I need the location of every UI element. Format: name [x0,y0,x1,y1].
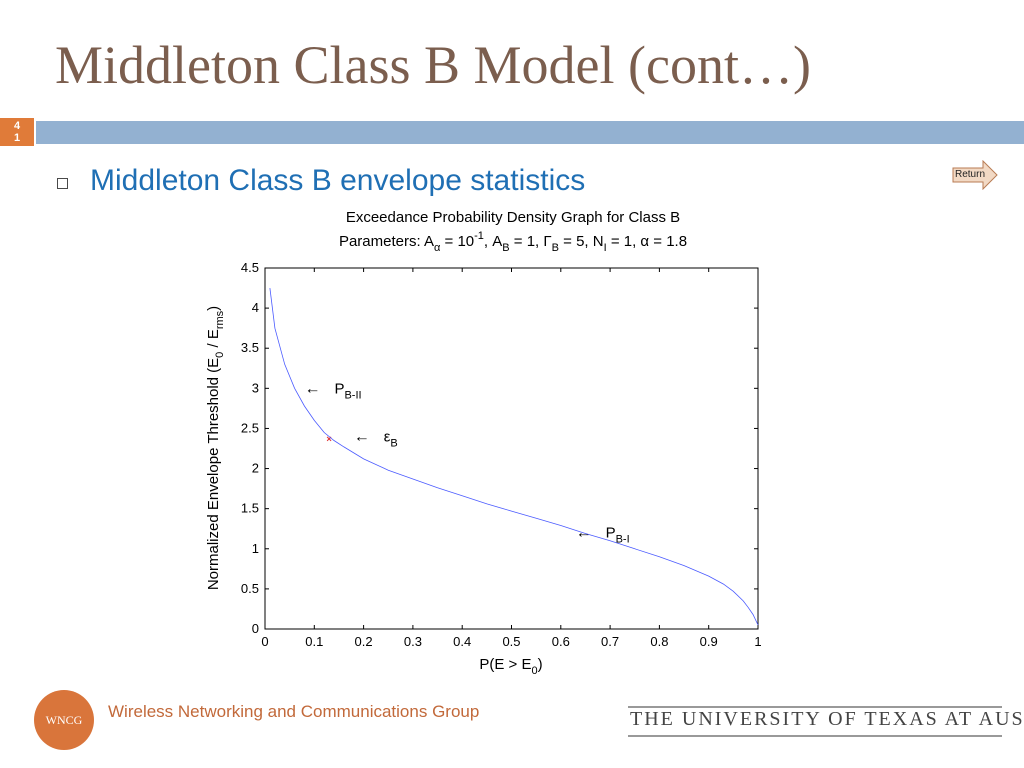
bullet-text: Middleton Class B envelope statistics [90,164,586,197]
y-axis-label-sub0: 0 [214,352,226,358]
subtitle-mid3: = 5, N [559,233,604,250]
footer-divider-bottom [628,735,1002,737]
slide-number: 4 1 [0,118,34,146]
x-tick-label: 0.3 [404,634,422,649]
x-tick-label: 0.1 [305,634,323,649]
subtitle-eq1: = 10 [440,233,474,250]
x-tick-label: 1 [754,634,761,649]
return-button[interactable]: Return [950,159,1000,191]
annotations: ← PB-II← εB← PB-I [304,380,629,545]
subtitle-gb-sub: B [552,242,559,254]
annotation-label-sub: B [390,437,397,449]
x-axis-label-main: P(E > E [479,656,531,673]
annotation-arrow-icon: ← [354,428,370,445]
annotation-label: PB-II [334,380,361,401]
plot-frame [264,267,759,630]
x-axis-label: P(E > E0) [479,656,542,677]
y-tick-label: 2.5 [241,420,259,435]
chart-subtitle: Parameters: Aα = 10-1, AB = 1, ΓB = 5, N… [339,230,687,254]
x-tick-label: 0.2 [355,634,373,649]
y-axis-label-tail: ) [205,306,222,311]
footer-divider-top [628,706,1002,708]
chart-svg: Exceedance Probability Density Graph for… [205,209,762,677]
x-tick-label: 0.8 [650,634,668,649]
x-axis-label-tail: ) [538,656,543,673]
y-axis-label-sub1: rms [214,310,226,329]
y-tick-label: 3 [252,380,259,395]
logo-text: WNCG [45,713,83,727]
x-tick-label: 0.7 [601,634,619,649]
chart-title: Exceedance Probability Density Graph for… [346,209,680,226]
y-tick-label: 4.5 [241,260,259,275]
subtitle-mid1: , A [484,233,502,250]
subtitle-alpha-sub: α [434,242,441,254]
chart: Exceedance Probability Density Graph for… [195,200,795,690]
x-tick-label: 0.5 [502,634,520,649]
subtitle-exp: -1 [474,230,484,242]
y-tick-label: 1 [252,541,259,556]
y-tick-label: 2 [252,461,259,476]
annotation-label-sub: B-I [616,534,630,546]
x-tick-label: 0 [261,634,268,649]
x-tick-label: 0.4 [453,634,471,649]
subtitle-b-sub: B [502,242,509,254]
return-label: Return [955,169,986,180]
y-tick-label: 4 [252,300,259,315]
y-tick-label: 1.5 [241,501,259,516]
subtitle-prefix: Parameters: A [339,233,434,250]
y-axis-label-mid: / E [205,329,222,352]
subtitle-i-sub: I [604,242,607,254]
y-tick-label: 0.5 [241,581,259,596]
university-name: THE UNIVERSITY OF TEXAS AT AUSTIN [630,708,1024,730]
annotation-arrow-icon: ← [304,380,320,397]
y-tick-label: 3.5 [241,340,259,355]
y-axis-label: Normalized Envelope Threshold (E0 / Erms… [205,306,226,590]
slide-title: Middleton Class B Model (cont…) [55,35,811,95]
bullet-square-icon [57,178,68,189]
y-axis-label-main: Normalized Envelope Threshold (E [205,358,222,590]
annotation-label: εB [384,428,398,449]
footer-group-name: Wireless Networking and Communications G… [108,702,480,721]
x-tick-label: 0.9 [700,634,718,649]
arrow-right-icon [952,159,998,191]
annotation-label-sub: B-II [344,389,361,401]
annotation-label-main: P [606,525,616,542]
subtitle-mid2: = 1, Γ [510,233,552,250]
title-accent-bar [36,121,1024,144]
annotation-label: PB-I [606,525,630,546]
y-tick-label: 0 [252,621,259,636]
wncg-logo: WNCG [34,690,94,750]
x-tick-label: 0.6 [552,634,570,649]
subtitle-mid4: = 1, α = 1.8 [607,233,687,250]
axis-ticks: 0 0.1 0.2 0.3 0.4 0.5 0.6 0.7 0.8 0.9 1 0 0.5 1 1.5 2 2.… [241,260,762,649]
annotation-label-main: P [334,380,344,397]
annotation-label-main: ε [384,428,391,445]
series-line [269,288,759,626]
x-axis-label-sub: 0 [531,665,537,677]
